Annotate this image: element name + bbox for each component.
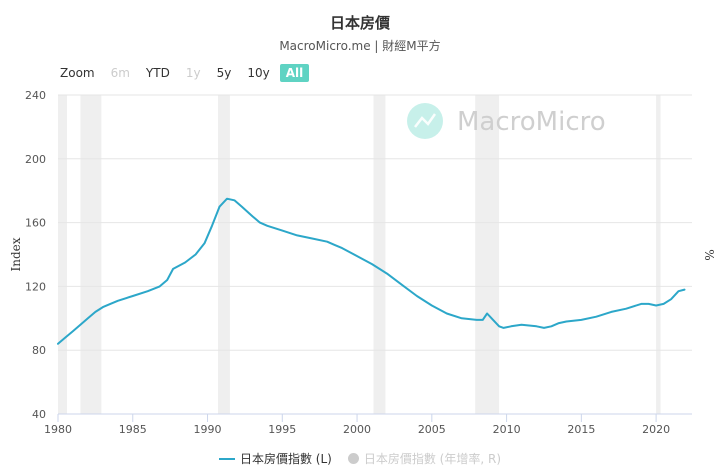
series-line-0 [57, 197, 686, 345]
zoom-1y-button[interactable]: 1y [185, 66, 201, 80]
y-tick-label-80: 80 [32, 344, 46, 357]
recession-band-3 [373, 95, 386, 414]
x-tick-label-1995: 1995 [268, 423, 296, 436]
y-tick-label-40: 40 [32, 408, 46, 421]
x-tick-label-1990: 1990 [194, 423, 222, 436]
legend-dot-swatch [347, 453, 359, 464]
zoom-bar: Zoom 6m YTD 1y 5y 10y All [60, 63, 313, 83]
x-tick-label-1985: 1985 [119, 423, 147, 436]
recession-band-1 [80, 95, 102, 414]
zoom-ytd-button[interactable]: YTD [145, 66, 170, 80]
recession-band-2 [217, 95, 230, 414]
zoom-5y-button[interactable]: 5y [216, 66, 232, 80]
y-tick-label-120: 120 [25, 280, 46, 293]
y-axis-title: Index [9, 237, 23, 271]
x-tick-label-2020: 2020 [642, 423, 670, 436]
y2-axis-title: % [702, 249, 716, 260]
x-tick-label-2005: 2005 [418, 423, 446, 436]
watermark-logo-mark-icon [414, 113, 437, 128]
zoom-all-button[interactable]: All [279, 64, 310, 82]
legend-line-swatch [218, 457, 235, 460]
x-tick-label-2015: 2015 [567, 423, 595, 436]
x-tick-label-2000: 2000 [343, 423, 371, 436]
x-tick-label-2010: 2010 [493, 423, 521, 436]
recession-band-0 [58, 95, 67, 414]
watermark-text: MacroMicro [457, 107, 606, 137]
zoom-6m-button[interactable]: 6m [110, 66, 130, 80]
legend-label-index: 日本房價指數 (L) [239, 452, 332, 466]
legend-item-index[interactable]: 日本房價指數 (L) [218, 450, 332, 467]
recession-band-5 [656, 95, 661, 414]
legend-label-yoy: 日本房價指數 (年增率, R) [363, 452, 502, 466]
chart-title: 日本房價 [329, 14, 390, 32]
legend-item-yoy[interactable]: 日本房價指數 (年增率, R) [347, 450, 502, 467]
y-tick-label-240: 240 [25, 89, 46, 102]
zoom-label: Zoom [60, 66, 95, 80]
chart-subtitle: MacroMicro.me | 財經M平方 [279, 39, 441, 53]
x-tick-label-1980: 1980 [44, 423, 72, 436]
chart-legend: 日本房價指數 (L) 日本房價指數 (年增率, R) [0, 450, 720, 467]
zoom-10y-button[interactable]: 10y [247, 66, 270, 80]
recession-band-4 [475, 95, 500, 414]
y-tick-label-200: 200 [25, 153, 46, 166]
y-tick-label-160: 160 [25, 217, 46, 230]
